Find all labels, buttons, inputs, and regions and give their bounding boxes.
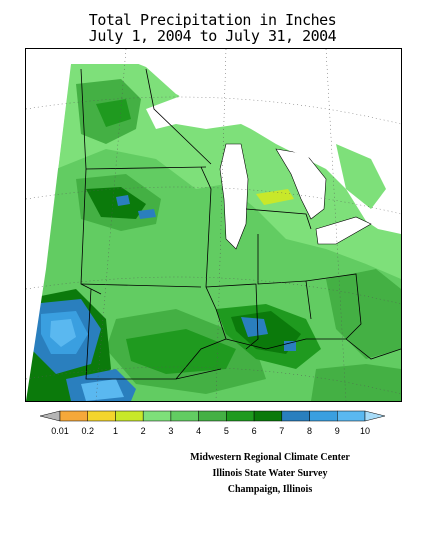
lake-michigan bbox=[219, 143, 249, 250]
legend-tick-label: 10 bbox=[359, 426, 371, 436]
no-data-west-edge bbox=[26, 49, 71, 401]
precip-6in-zone-south bbox=[126, 329, 236, 374]
legend-tick-label: 1 bbox=[112, 426, 118, 436]
legend-tick-label: 3 bbox=[168, 426, 174, 436]
precip-7in-spot-b bbox=[138, 209, 156, 219]
precip-6in-zone-north bbox=[96, 99, 131, 127]
precip-5in-zone-east bbox=[326, 269, 401, 359]
credit-line1: Midwestern Regional Climate Center bbox=[190, 452, 350, 463]
credit-line2: Illinois State Water Survey bbox=[212, 468, 328, 479]
legend-arrow-high bbox=[364, 410, 386, 422]
precip-10in-zone-southwest bbox=[50, 319, 76, 347]
legend-swatch bbox=[142, 410, 172, 422]
precip-2in-spot-michigan bbox=[256, 189, 294, 205]
legend-colorbar bbox=[39, 410, 386, 422]
precip-7in-spot-a bbox=[116, 195, 130, 206]
precip-legend: 0.01 0.2 1 2 3 4 5 6 7 8 9 10 bbox=[39, 410, 386, 440]
map-title-line1: Total Precipitation in Inches bbox=[88, 11, 337, 29]
precip-8in-spot-b bbox=[284, 341, 296, 351]
legend-tick-label: 8 bbox=[307, 426, 313, 436]
credit-line3: Champaign, Illinois bbox=[227, 484, 313, 495]
legend-tick-label: 6 bbox=[251, 426, 257, 436]
legend-tick-label: 5 bbox=[223, 426, 229, 436]
legend-arrow-low bbox=[39, 410, 61, 422]
legend-swatch bbox=[309, 410, 338, 422]
lake-erie bbox=[315, 216, 372, 245]
precip-6in-zone-mid bbox=[86, 187, 146, 219]
legend-tick-label: 7 bbox=[279, 426, 285, 436]
legend-tick-label: 2 bbox=[140, 426, 146, 436]
precip-4in-zone-southeast-edge bbox=[311, 364, 401, 401]
map-canvas bbox=[26, 49, 401, 401]
precip-8in-spot-a bbox=[241, 317, 268, 337]
legend-tick-label: 0.2 bbox=[81, 426, 94, 436]
legend-swatch bbox=[253, 410, 283, 422]
legend-swatch bbox=[87, 410, 116, 422]
legend-swatch bbox=[170, 410, 199, 422]
no-data-north bbox=[26, 49, 401, 229]
legend-swatch bbox=[198, 410, 227, 422]
land-sliver-east bbox=[336, 144, 386, 209]
lake-huron bbox=[275, 148, 327, 220]
legend-swatch bbox=[337, 410, 366, 422]
legend-tick-label: 4 bbox=[196, 426, 202, 436]
lat-lon-grid bbox=[26, 49, 401, 401]
legend-tick-label: 0.01 bbox=[51, 426, 69, 436]
state-borders bbox=[80, 68, 401, 380]
precip-9in-zone-south-edge bbox=[81, 379, 124, 401]
legend-swatch bbox=[59, 410, 88, 422]
map-title-line2: July 1, 2004 to July 31, 2004 bbox=[88, 27, 337, 45]
precipitation-map bbox=[25, 48, 402, 402]
legend-swatch bbox=[226, 410, 255, 422]
legend-swatch bbox=[115, 410, 144, 422]
legend-tick-label: 9 bbox=[334, 426, 340, 436]
legend-swatch bbox=[281, 410, 310, 422]
